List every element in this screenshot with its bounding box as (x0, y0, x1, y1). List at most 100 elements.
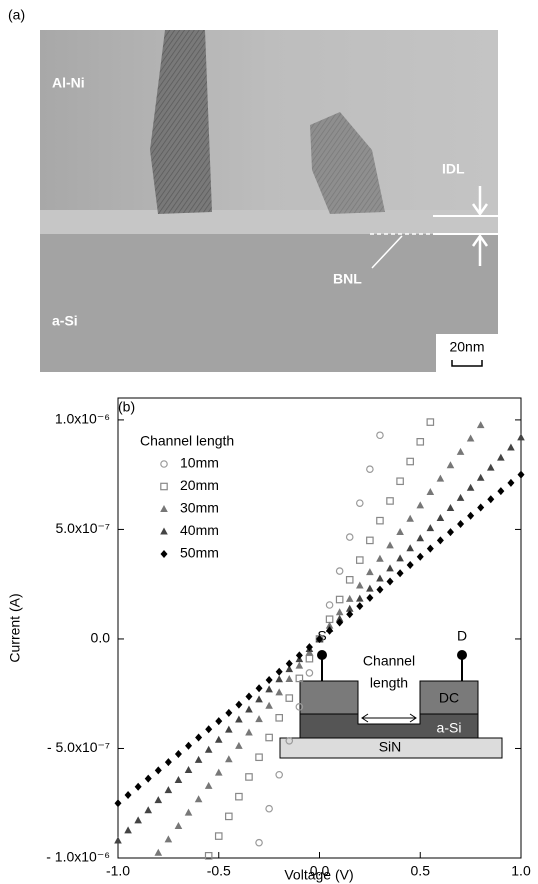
inset-label: length (370, 675, 408, 691)
data-point (175, 822, 183, 829)
data-point (185, 742, 192, 750)
y-tick-label: 0.0 (91, 630, 111, 646)
data-point (296, 651, 303, 659)
legend-label: 40mm (180, 522, 219, 538)
data-point (225, 709, 232, 717)
data-point (387, 577, 394, 585)
data-point (367, 466, 373, 472)
y-tick-label: - 5.0x10⁻⁷ (47, 739, 110, 755)
legend-marker (160, 528, 168, 535)
data-point (487, 464, 495, 471)
data-point (195, 756, 203, 763)
data-point (518, 471, 525, 479)
panel-label: (a) (8, 7, 25, 23)
data-point (326, 616, 332, 622)
data-point (416, 534, 424, 541)
data-point (155, 849, 163, 856)
data-point (477, 421, 485, 428)
tem-image: (a) Al-Ni IDL BNL a-Si 20nm (8, 7, 498, 372)
inset: S D Channel length DC a-Si SiN (280, 628, 502, 758)
data-point (497, 454, 505, 461)
data-point (386, 564, 394, 571)
data-point (376, 574, 384, 581)
data-point (215, 736, 223, 743)
data-point (276, 668, 283, 676)
legend-label: 30mm (180, 500, 219, 516)
inset-label: SiN (379, 739, 402, 755)
data-point (417, 553, 424, 561)
data-point (376, 555, 384, 562)
x-tick-label: 0.0 (310, 863, 330, 879)
inset-label: Channel (363, 653, 415, 669)
x-tick-label: 1.0 (511, 863, 531, 879)
data-point (477, 474, 485, 481)
data-point (165, 835, 173, 842)
legend-label: 20mm (180, 477, 219, 493)
data-point (457, 494, 465, 501)
data-point (134, 816, 142, 823)
length-arrow (362, 714, 416, 722)
data-point (407, 561, 414, 569)
data-point (447, 504, 455, 511)
data-point (276, 715, 282, 721)
data-point (306, 670, 312, 676)
pin-head (317, 650, 327, 660)
layer-label: BNL (333, 271, 362, 287)
layer-label: IDL (442, 161, 465, 177)
x-tick-label: -0.5 (207, 863, 231, 879)
data-point (497, 487, 504, 495)
data-point (125, 791, 132, 799)
data-point (386, 541, 394, 548)
data-point (205, 746, 213, 753)
layer-label: a-Si (52, 313, 78, 329)
y-axis-label: Current (A) (7, 593, 23, 662)
data-point (407, 458, 413, 464)
data-point (236, 793, 242, 799)
data-point (427, 545, 434, 553)
data-point (396, 528, 404, 535)
contact (300, 681, 358, 714)
data-point (235, 742, 243, 749)
data-point (165, 786, 173, 793)
data-point (347, 577, 353, 583)
data-point (356, 595, 364, 602)
data-point (245, 692, 252, 700)
data-point (286, 660, 293, 668)
legend-label: 10mm (180, 455, 219, 471)
data-point (215, 717, 222, 725)
data-point (507, 444, 515, 451)
data-point (477, 504, 484, 512)
data-point (437, 514, 445, 521)
y-tick-label: 5.0x10⁻⁷ (56, 520, 111, 536)
data-point (406, 544, 414, 551)
data-point (135, 783, 142, 791)
data-point (467, 484, 475, 491)
data-point (467, 435, 475, 442)
data-point (447, 461, 455, 468)
legend-marker (161, 461, 167, 467)
data-point (256, 839, 262, 845)
data-point (256, 684, 263, 692)
y-tick-label: - 1.0x10⁻⁶ (46, 849, 110, 865)
data-point (406, 515, 414, 522)
data-point (124, 826, 132, 833)
data-point (296, 662, 304, 669)
data-point (457, 520, 464, 528)
data-point (467, 512, 474, 520)
pin-head (457, 650, 467, 660)
data-point (275, 675, 283, 682)
data-point (256, 754, 262, 760)
data-point (205, 782, 213, 789)
al-ni-layer (40, 30, 498, 216)
data-point (387, 498, 393, 504)
data-point (165, 758, 172, 766)
data-point (216, 833, 222, 839)
data-point (265, 685, 273, 692)
data-point (286, 695, 292, 701)
data-point (377, 517, 383, 523)
data-point (155, 766, 162, 774)
data-point (245, 705, 253, 712)
data-point (397, 569, 404, 577)
data-point (507, 479, 514, 487)
inset-label: DC (439, 690, 459, 706)
